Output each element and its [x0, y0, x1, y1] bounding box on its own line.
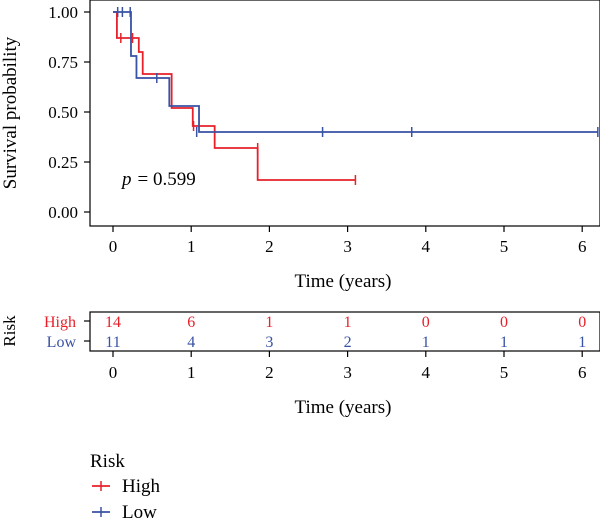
risk-count-low: 4 [187, 334, 195, 351]
risk-x-tick-label: 0 [109, 363, 118, 382]
risk-count-high: 6 [187, 314, 195, 331]
risk-x-axis: 0 1 2 3 4 5 6 [109, 351, 587, 382]
km-y-tick-label: 0.75 [48, 53, 78, 72]
km-y-tick-label: 0.00 [48, 203, 78, 222]
legend-label-low: Low [122, 502, 157, 523]
p-value-annotation: p = 0.599 [120, 169, 196, 190]
risk-count-high: 1 [265, 314, 273, 331]
risk-x-tick-label: 5 [500, 363, 509, 382]
km-plot: 0.00 0.25 0.50 0.75 1.00 0 1 2 3 4 5 6 Survival pr… [0, 0, 600, 292]
risk-x-axis-title: Time (years) [295, 397, 392, 418]
risk-count-high: 0 [422, 314, 430, 331]
risk-count-low: 1 [422, 334, 430, 351]
legend: Risk High Low [90, 451, 161, 523]
risk-count-low: 11 [105, 334, 120, 351]
risk-x-tick-label: 1 [187, 363, 196, 382]
risk-x-tick-label: 4 [422, 363, 431, 382]
legend-item-low: Low [92, 502, 157, 523]
p-value-text: = 0.599 [138, 169, 196, 190]
km-censor-marks [116, 7, 599, 185]
risk-x-tick-label: 6 [578, 363, 587, 382]
km-line-low [113, 11, 598, 133]
risk-count-low: 1 [500, 334, 508, 351]
risk-table-title: Risk [0, 315, 19, 347]
km-y-axis-title: Survival probability [0, 36, 21, 189]
km-x-tick-label: 2 [265, 237, 274, 256]
risk-count-low: 1 [578, 334, 586, 351]
legend-title: Risk [90, 451, 125, 472]
risk-x-tick-label: 2 [265, 363, 274, 382]
risk-count-high: 0 [500, 314, 508, 331]
km-x-tick-label: 0 [109, 237, 118, 256]
legend-label-high: High [122, 476, 161, 497]
km-y-tick-label: 0.25 [48, 153, 78, 172]
km-x-tick-label: 6 [578, 237, 587, 256]
risk-count-low: 2 [344, 334, 352, 351]
km-x-tick-label: 1 [187, 237, 196, 256]
risk-count-high: 0 [578, 314, 586, 331]
legend-item-high: High [92, 476, 161, 497]
km-x-tick-label: 3 [343, 237, 352, 256]
p-symbol: p [120, 169, 132, 190]
km-series [113, 11, 598, 181]
km-plot-border [89, 0, 600, 227]
risk-count-high: 1 [344, 314, 352, 331]
risk-count-high: 14 [105, 314, 121, 331]
km-x-tick-label: 4 [422, 237, 431, 256]
km-line-high [113, 11, 356, 181]
km-y-tick-label: 1.00 [48, 3, 78, 22]
risk-count-low: 3 [265, 334, 273, 351]
km-x-axis: 0 1 2 3 4 5 6 [109, 226, 587, 256]
risk-row-label-high: High [44, 314, 76, 331]
km-y-tick-label: 0.50 [48, 103, 78, 122]
risk-x-tick-label: 3 [343, 363, 352, 382]
risk-row-label-low: Low [47, 334, 77, 351]
risk-table-border [89, 311, 600, 352]
km-x-tick-label: 5 [500, 237, 509, 256]
km-x-axis-title: Time (years) [295, 271, 392, 292]
km-y-axis: 0.00 0.25 0.50 0.75 1.00 [48, 3, 90, 222]
